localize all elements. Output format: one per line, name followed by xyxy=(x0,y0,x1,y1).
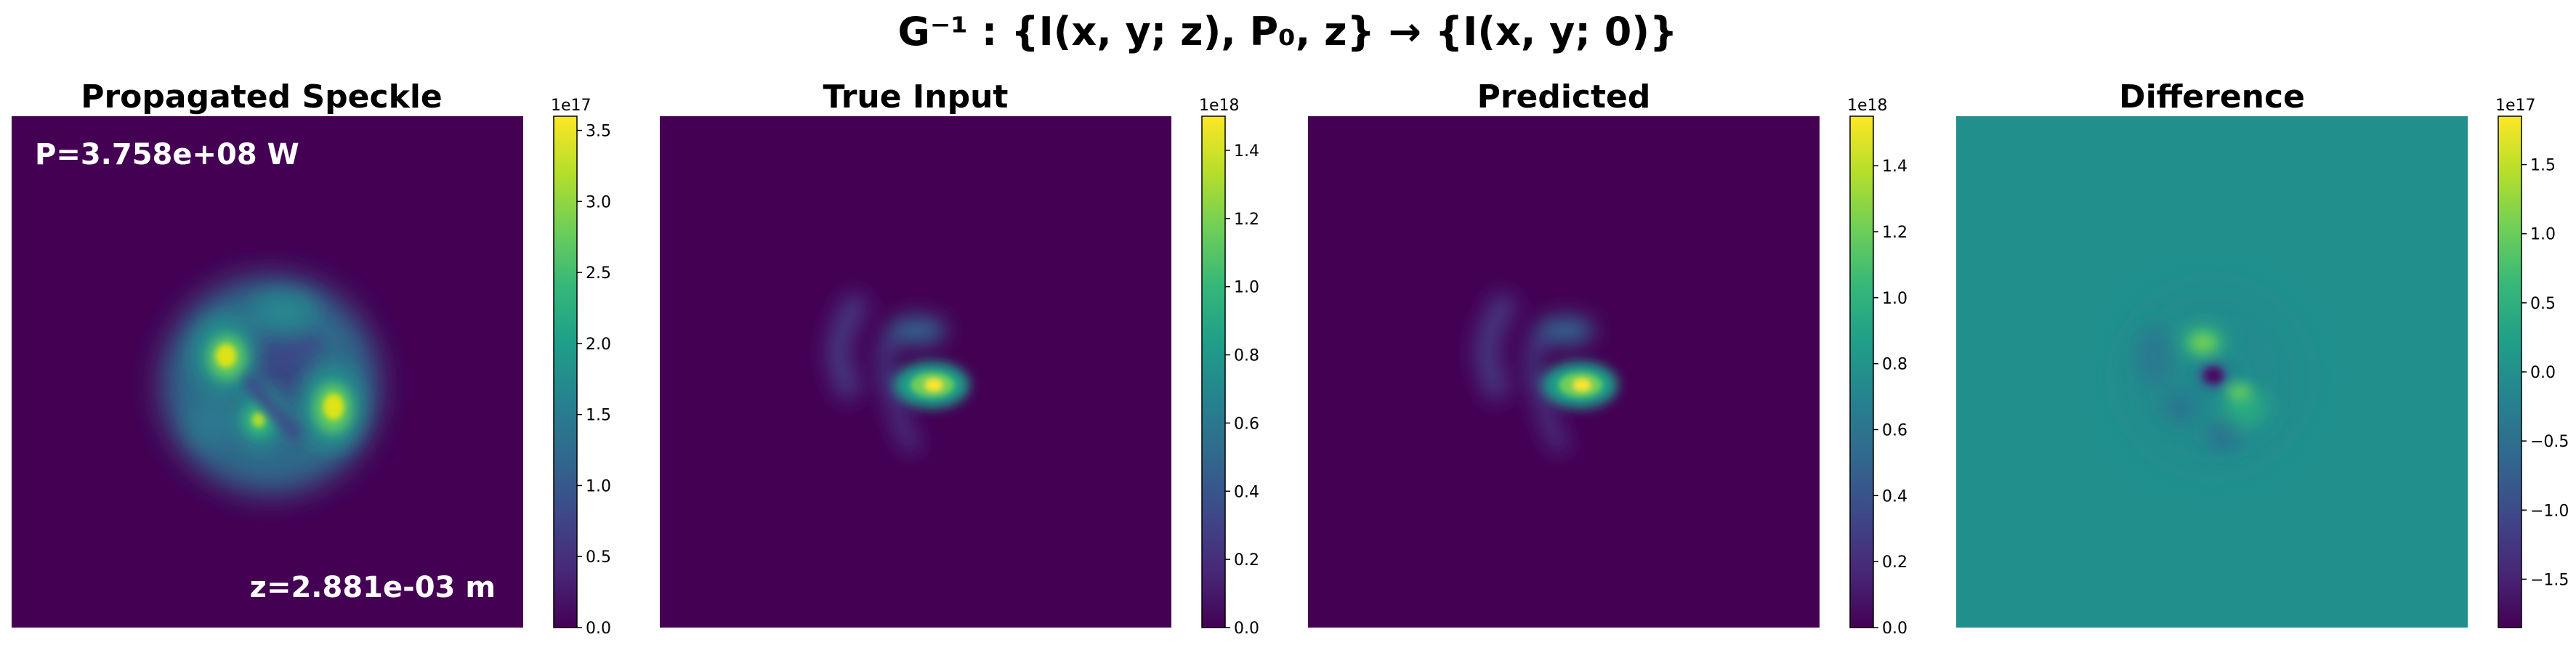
colorbar-gradient xyxy=(1201,115,1226,628)
colorbar-tick-label: 0.0 xyxy=(586,620,611,638)
colorbar-tick-label: 1.4 xyxy=(1882,158,1907,176)
colorbar-difference: 1e17 −1.5 −1.0 −0.5 0.0 0.5 1.0 1.5 xyxy=(2495,97,2569,628)
heatmap-true-input xyxy=(660,116,1171,628)
input-fringes xyxy=(826,290,946,456)
colorbar-tick-label: 0.4 xyxy=(1234,483,1259,501)
predicted-peak xyxy=(1559,373,1602,397)
colorbar-tick-label: 3.0 xyxy=(586,193,611,211)
heatmap-predicted xyxy=(1308,116,1820,628)
colorbar-tick-label: 0.5 xyxy=(2530,295,2556,313)
colorbar-tick-label: 0.2 xyxy=(1234,551,1259,569)
colorbar-tick-label: 0.6 xyxy=(1234,415,1259,433)
figure-suptitle: G⁻¹ : {I(x, y; z), P₀, z} → {I(x, y; 0)} xyxy=(898,9,1678,54)
difference-minimum xyxy=(2205,368,2222,383)
colorbar-offset-label: 1e18 xyxy=(1847,97,1888,115)
distance-annotation: z=2.881e-03 m xyxy=(250,571,496,604)
colorbar-gradient xyxy=(553,115,578,628)
colorbar-tick-label: 3.5 xyxy=(586,123,611,141)
colorbar-tick-label: 1.2 xyxy=(1882,224,1907,242)
colorbar-tick-label: 0.5 xyxy=(586,548,611,567)
colorbar-tick-label: 2.5 xyxy=(586,264,611,283)
panel-title: Propagated Speckle xyxy=(81,78,443,115)
speckle-voids xyxy=(241,336,322,441)
panel-true-input: True Input 1e18 0.0 0.2 0.4 0.6 0.8 1.0 1.2 1.4 xyxy=(660,78,1259,638)
colorbar-gradient xyxy=(1849,115,1874,628)
panel-propagated-speckle: Propagated Speckle xyxy=(12,78,611,638)
colorbar-tick-label: 0.6 xyxy=(1882,421,1907,439)
colorbar-tick-label: 1.0 xyxy=(1882,290,1907,308)
colorbar-propagated-speckle: 1e17 0.0 0.5 1.0 1.5 2.0 2.5 3.0 3.5 xyxy=(551,97,611,638)
input-peak xyxy=(911,373,954,397)
colorbar-tick-label: −1.0 xyxy=(2530,502,2569,520)
colorbar-predicted: 1e18 0.0 0.2 0.4 0.6 0.8 1.0 1.2 1.4 xyxy=(1847,97,1907,638)
colorbar-tick-label: 1.0 xyxy=(2530,226,2556,244)
panel-title: Predicted xyxy=(1477,78,1651,115)
colorbar-tick-label: 0.2 xyxy=(1882,553,1907,572)
colorbar-gradient xyxy=(2498,115,2522,628)
colorbar-tick-label: −1.5 xyxy=(2530,571,2569,589)
colorbar-tick-label: 1.5 xyxy=(2530,157,2556,175)
colorbar-tick-label: 0.0 xyxy=(2530,364,2556,382)
colorbar-tick-label: 2.0 xyxy=(586,336,611,354)
colorbar-tick-label: 1.0 xyxy=(1234,279,1259,297)
panel-predicted: Predicted 1e18 0.0 0.2 0.4 0.6 0.8 1.0 1.2 1.4 xyxy=(1308,78,1907,638)
colorbar-tick-label: 0.0 xyxy=(1882,620,1907,638)
colorbar-tick-label: 1.5 xyxy=(586,407,611,425)
colorbar-true-input: 1e18 0.0 0.2 0.4 0.6 0.8 1.0 1.2 1.4 xyxy=(1199,97,1259,638)
colorbar-tick-label: 1.2 xyxy=(1234,211,1259,229)
power-annotation: P=3.758e+08 W xyxy=(35,138,299,171)
panel-title: True Input xyxy=(823,78,1009,115)
colorbar-tick-label: 1.0 xyxy=(586,477,611,495)
heatmap-difference xyxy=(1956,116,2468,628)
colorbar-offset-label: 1e18 xyxy=(1199,97,1240,115)
heatmap-propagated-speckle: P=3.758e+08 W z=2.881e-03 m xyxy=(12,116,523,628)
colorbar-offset-label: 1e17 xyxy=(2495,97,2536,115)
colorbar-tick-label: 0.8 xyxy=(1882,356,1907,374)
colorbar-tick-label: 0.0 xyxy=(1234,620,1259,638)
panel-difference: Difference 1e17−1.5−1.0−0.50.00 xyxy=(1956,78,2569,628)
colorbar-offset-label: 1e17 xyxy=(551,97,591,115)
colorbar-tick-label: 0.4 xyxy=(1882,487,1907,506)
colorbar-tick-label: 1.4 xyxy=(1234,142,1259,161)
colorbar-tick-label: −0.5 xyxy=(2530,433,2569,451)
colorbar-tick-label: 0.8 xyxy=(1234,347,1259,365)
speckle-peaks xyxy=(216,344,344,427)
panel-title: Difference xyxy=(2119,78,2305,115)
